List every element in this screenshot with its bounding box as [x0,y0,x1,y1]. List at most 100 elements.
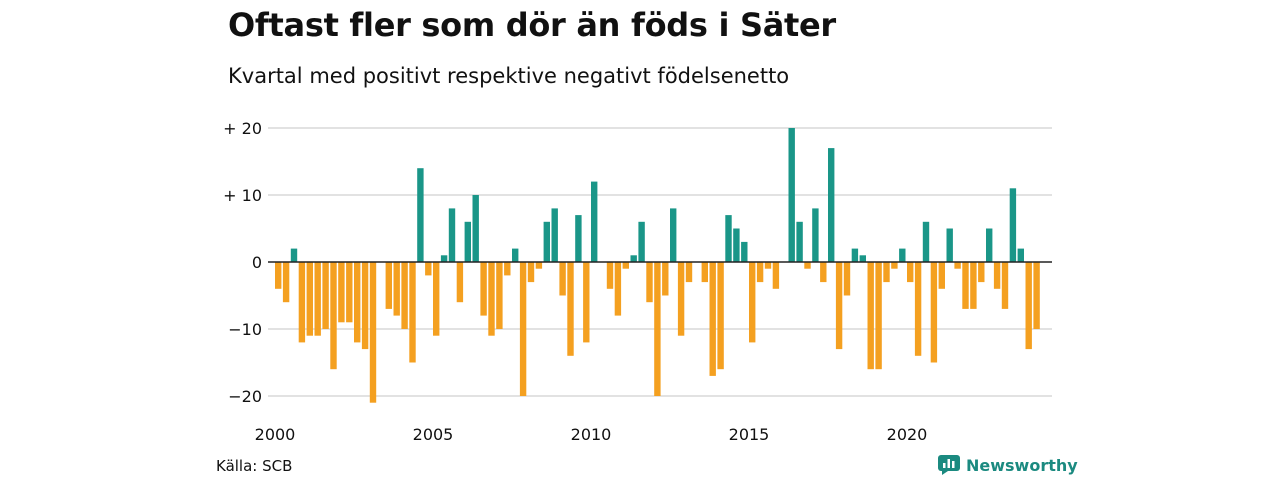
bar-positive [812,208,819,262]
x-axis-labels: 2000 2005 2010 2015 2020 [255,425,928,444]
bar-positive [551,208,558,262]
bar-negative [993,262,1001,289]
bar-positive [946,228,953,262]
bar-positive [986,228,993,262]
bar-positive [899,248,906,262]
brand-name: Newsworthy [966,455,1078,475]
bar-negative [701,262,708,283]
bar-positive [638,221,645,262]
bar-negative [614,262,622,316]
bar-negative [891,262,898,269]
bar-negative [1001,262,1009,309]
bar-negative [867,262,874,370]
bar-positive [733,228,740,262]
bar-negative [764,262,772,269]
bar-negative [954,262,961,269]
bar-negative [772,262,780,289]
bar-negative [756,262,764,283]
bar-negative [820,262,827,283]
bar-negative [709,262,716,376]
bar-negative [843,262,851,296]
chart-title: Oftast fler som dör än föds i Säter [228,6,836,44]
bar-negative [1025,262,1032,350]
bar-negative [875,262,882,370]
bar-negative [354,262,361,343]
bar-positive [741,241,748,262]
bar-negative [622,262,629,269]
bar-negative [835,262,843,350]
bar-positive [670,208,677,262]
bar-negative [456,262,464,303]
bar-negative [425,262,432,276]
bar-chart-logo-icon [938,455,960,475]
bar-negative [749,262,756,343]
bar-negative [677,262,685,336]
bar-negative [654,262,661,396]
y-tick-label: 0 [252,253,262,272]
x-tick-label: 2000 [255,425,296,444]
bar-positive [472,195,479,262]
y-axis-labels: + 20 + 10 0 −10 −20 [223,119,262,406]
bar-negative [338,262,345,323]
bar-negative [930,262,938,363]
bar-negative [978,262,985,283]
bar-negative [907,262,914,283]
bar-negative [519,262,527,396]
bar-negative [361,262,369,350]
bar-negative [480,262,487,316]
x-tick-label: 2005 [413,425,454,444]
bar-negative [559,262,566,296]
bar-positive [464,221,471,262]
bar-negative [306,262,313,336]
bar-positive [796,221,803,262]
x-tick-label: 2015 [729,425,770,444]
bar-positive [575,215,582,262]
bar-positive [851,248,859,262]
bar-positive [725,215,732,262]
bar-positive [1017,248,1024,262]
x-tick-label: 2010 [571,425,612,444]
bar-positive [417,168,424,262]
bar-negative [322,262,329,329]
bar-negative [282,262,290,303]
bar-negative [433,262,440,336]
bar-negative [401,262,408,329]
bar-positive [1009,188,1017,262]
bar-positive [591,181,598,262]
bars [275,128,1040,403]
y-tick-label: −20 [228,387,262,406]
bar-negative [606,262,614,289]
y-tick-label: + 20 [223,119,262,138]
bar-negative [393,262,400,316]
bar-negative [298,262,306,343]
bar-negative [717,262,724,370]
bar-negative [914,262,922,356]
bar-negative [583,262,590,343]
bar-negative [330,262,337,370]
bar-negative [527,262,535,283]
bar-positive [290,248,298,262]
bar-negative [662,262,669,296]
bar-positive [440,255,448,262]
bar-negative [488,262,495,336]
chart-subtitle: Kvartal med positivt respektive negativt… [228,64,790,88]
bar-positive [788,128,795,262]
bar-negative [685,262,693,283]
bar-negative [804,262,811,269]
y-tick-label: + 10 [223,186,262,205]
bar-negative [567,262,574,356]
bar-negative [504,262,511,276]
source-note: Källa: SCB [216,457,293,475]
bar-negative [1033,262,1040,329]
bar-negative [369,262,377,403]
bar-negative [883,262,890,283]
bar-negative [970,262,977,309]
x-tick-label: 2020 [887,425,928,444]
bar-positive [543,221,550,262]
bar-negative [938,262,945,289]
bar-negative [535,262,543,269]
bar-positive [512,248,519,262]
bar-negative [409,262,416,363]
bar-negative [275,262,282,289]
